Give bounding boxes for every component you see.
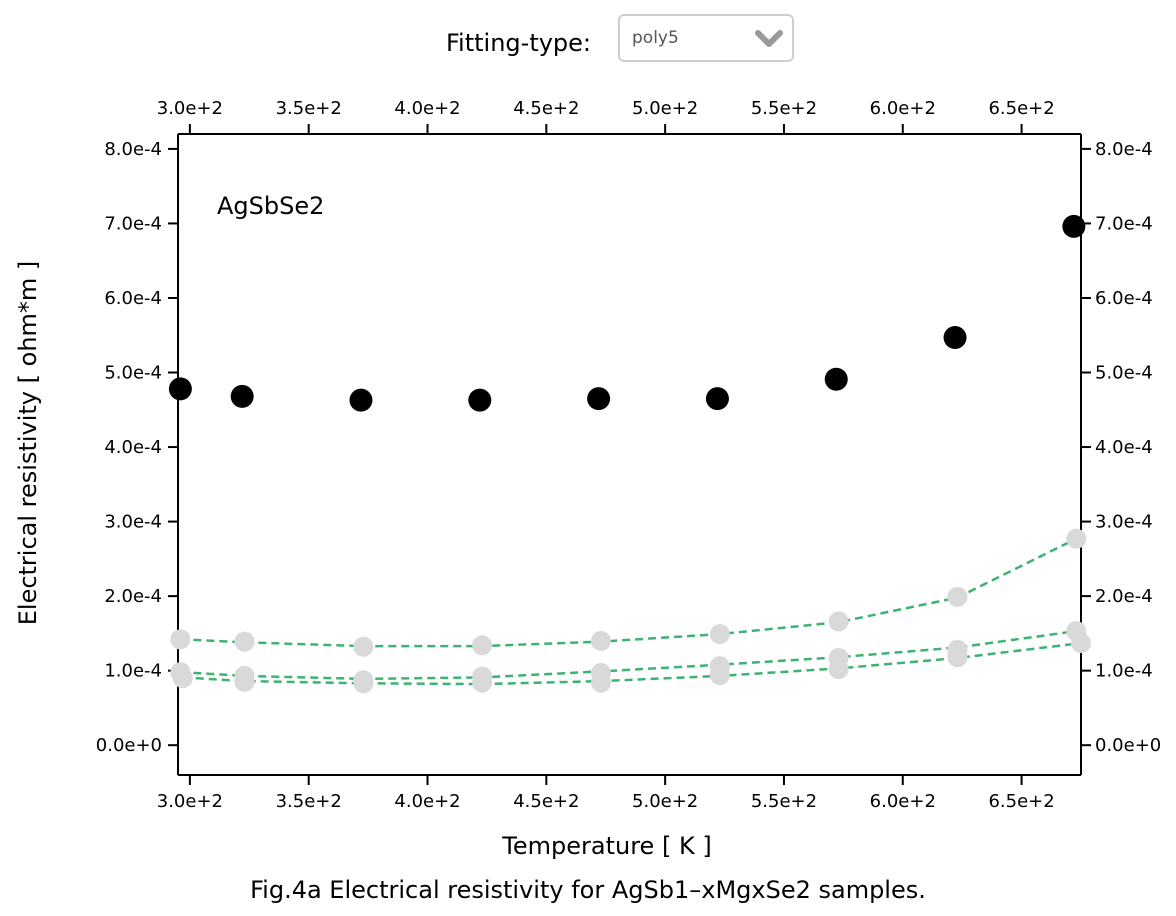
x-tick-label-bottom: 5.0e+2 [632,791,698,812]
data-point-other [172,668,193,689]
y-tick-label-right: 2.0e-4 [1095,586,1153,607]
y-tick-label-left: 0.0e+0 [96,735,162,756]
y-tick-label-left: 4.0e-4 [104,437,162,458]
fitting-type-control: Fitting-type: poly5 [0,14,1176,64]
data-point-highlight [705,387,729,411]
axes: 3.0e+2 3.0e+2 3.5e+2 3.5e+2 4.0e+2 4.0e+2 4.5e… [96,98,1161,812]
x-tick-label-bottom: 4.0e+2 [394,791,460,812]
data-point-other [472,672,493,693]
y-tick-label-right: 5.0e-4 [1095,363,1153,384]
data-point-other [709,624,730,645]
y-tick-label-right: 0.0e+0 [1095,735,1161,756]
data-point-other [1071,633,1091,654]
data-point-highlight [587,387,611,411]
data-point-other [828,659,849,680]
x-tick-label-top: 3.5e+2 [276,98,342,119]
fit-line [180,629,1077,681]
x-axis-title: Temperature [ K ] [501,832,711,860]
x-tick-label-top: 6.5e+2 [988,98,1054,119]
x-tick-label-top: 4.5e+2 [513,98,579,119]
data-point-other [1066,528,1087,549]
data-point-other [947,647,968,668]
figure-caption: Fig.4a Electrical resistivity for AgSb1–… [250,876,926,904]
data-point-other [590,672,611,693]
data-point-highlight [230,384,254,408]
y-tick-label-left: 7.0e-4 [104,213,162,234]
y-tick-label-left: 2.0e-4 [104,586,162,607]
data-point-highlight [168,377,192,401]
data-point-other [170,629,191,650]
data-point-highlight [349,388,373,412]
y-tick-label-left: 3.0e-4 [104,512,162,533]
data-point-other [709,665,730,686]
x-tick-label-top: 3.0e+2 [157,98,223,119]
chevron-down-icon [755,30,783,47]
data-point-other [590,630,611,651]
data-point-other [234,671,255,692]
x-tick-label-top: 4.0e+2 [394,98,460,119]
data-point-other [353,673,374,694]
x-tick-label-top: 6.0e+2 [870,98,936,119]
data-point-other [472,635,493,656]
x-tick-label-top: 5.5e+2 [751,98,817,119]
y-tick-label-right: 4.0e-4 [1095,437,1153,458]
data-point-other [947,586,968,607]
data-point-highlight [824,367,848,391]
fitting-type-label: Fitting-type: [446,29,592,57]
x-tick-label-bottom: 3.0e+2 [157,791,223,812]
data-point-other [353,636,374,657]
y-tick-label-right: 8.0e-4 [1095,139,1153,160]
data-points [168,214,1091,694]
x-tick-label-bottom: 5.5e+2 [751,791,817,812]
fit-line [180,537,1077,648]
data-point-highlight [943,325,967,349]
y-tick-label-left: 6.0e-4 [104,288,162,309]
y-tick-label-left: 1.0e-4 [104,661,162,682]
y-axis-title: Electrical resistivity [ ohm*m ] [14,261,42,626]
fit-lines [180,537,1082,686]
y-tick-label-right: 3.0e-4 [1095,512,1153,533]
fitting-type-value: poly5 [632,28,679,48]
y-tick-label-left: 5.0e-4 [104,363,162,384]
x-tick-label-bottom: 4.5e+2 [513,791,579,812]
fitting-type-select[interactable]: poly5 [618,14,794,62]
y-tick-label-left: 8.0e-4 [104,139,162,160]
data-point-highlight [468,388,492,412]
x-tick-label-top: 5.0e+2 [632,98,698,119]
y-tick-label-right: 6.0e-4 [1095,288,1153,309]
x-tick-label-bottom: 3.5e+2 [276,791,342,812]
resistivity-chart: 3.0e+2 3.0e+2 3.5e+2 3.5e+2 4.0e+2 4.0e+2 4.5e… [14,98,1161,860]
data-point-other [234,631,255,652]
y-tick-label-right: 1.0e-4 [1095,661,1153,682]
y-tick-label-right: 7.0e-4 [1095,213,1153,234]
data-point-highlight [1062,214,1086,238]
x-tick-label-bottom: 6.0e+2 [870,791,936,812]
data-point-other [828,611,849,632]
sample-annotation: AgSbSe2 [217,192,324,220]
x-tick-label-bottom: 6.5e+2 [988,791,1054,812]
